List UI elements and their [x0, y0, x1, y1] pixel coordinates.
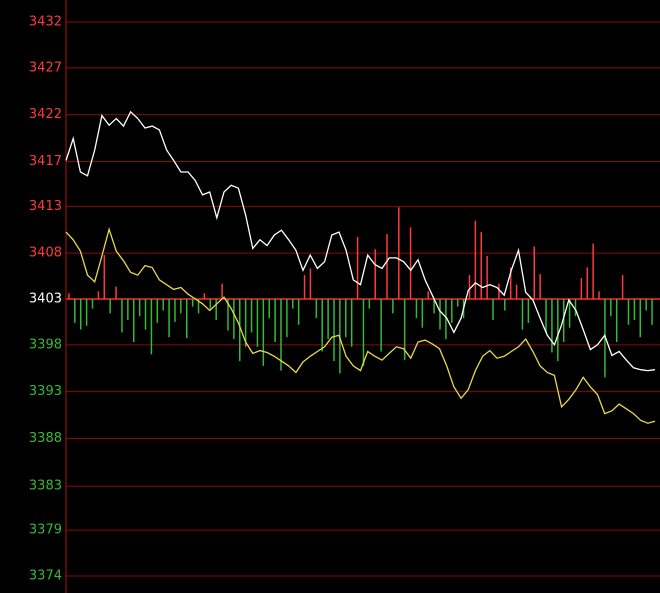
price-line — [65, 110, 656, 372]
y-tick-label: 3417 — [29, 154, 62, 169]
y-tick-label: 3422 — [29, 107, 62, 122]
y-tick-label: 3432 — [29, 15, 62, 30]
y-tick-label: 3427 — [29, 60, 62, 75]
y-tick-label: 3383 — [29, 479, 62, 494]
y-tick-label: 3403 — [29, 292, 62, 307]
y-tick-label: 3374 — [29, 569, 62, 584]
y-tick-label: 3413 — [29, 199, 62, 214]
y-tick-label: 3408 — [29, 246, 62, 261]
y-tick-label: 3398 — [29, 337, 62, 352]
y-tick-label: 3393 — [29, 384, 62, 399]
y-tick-label: 3388 — [29, 431, 62, 446]
y-tick-label: 3379 — [29, 523, 62, 538]
price-line — [65, 227, 656, 424]
